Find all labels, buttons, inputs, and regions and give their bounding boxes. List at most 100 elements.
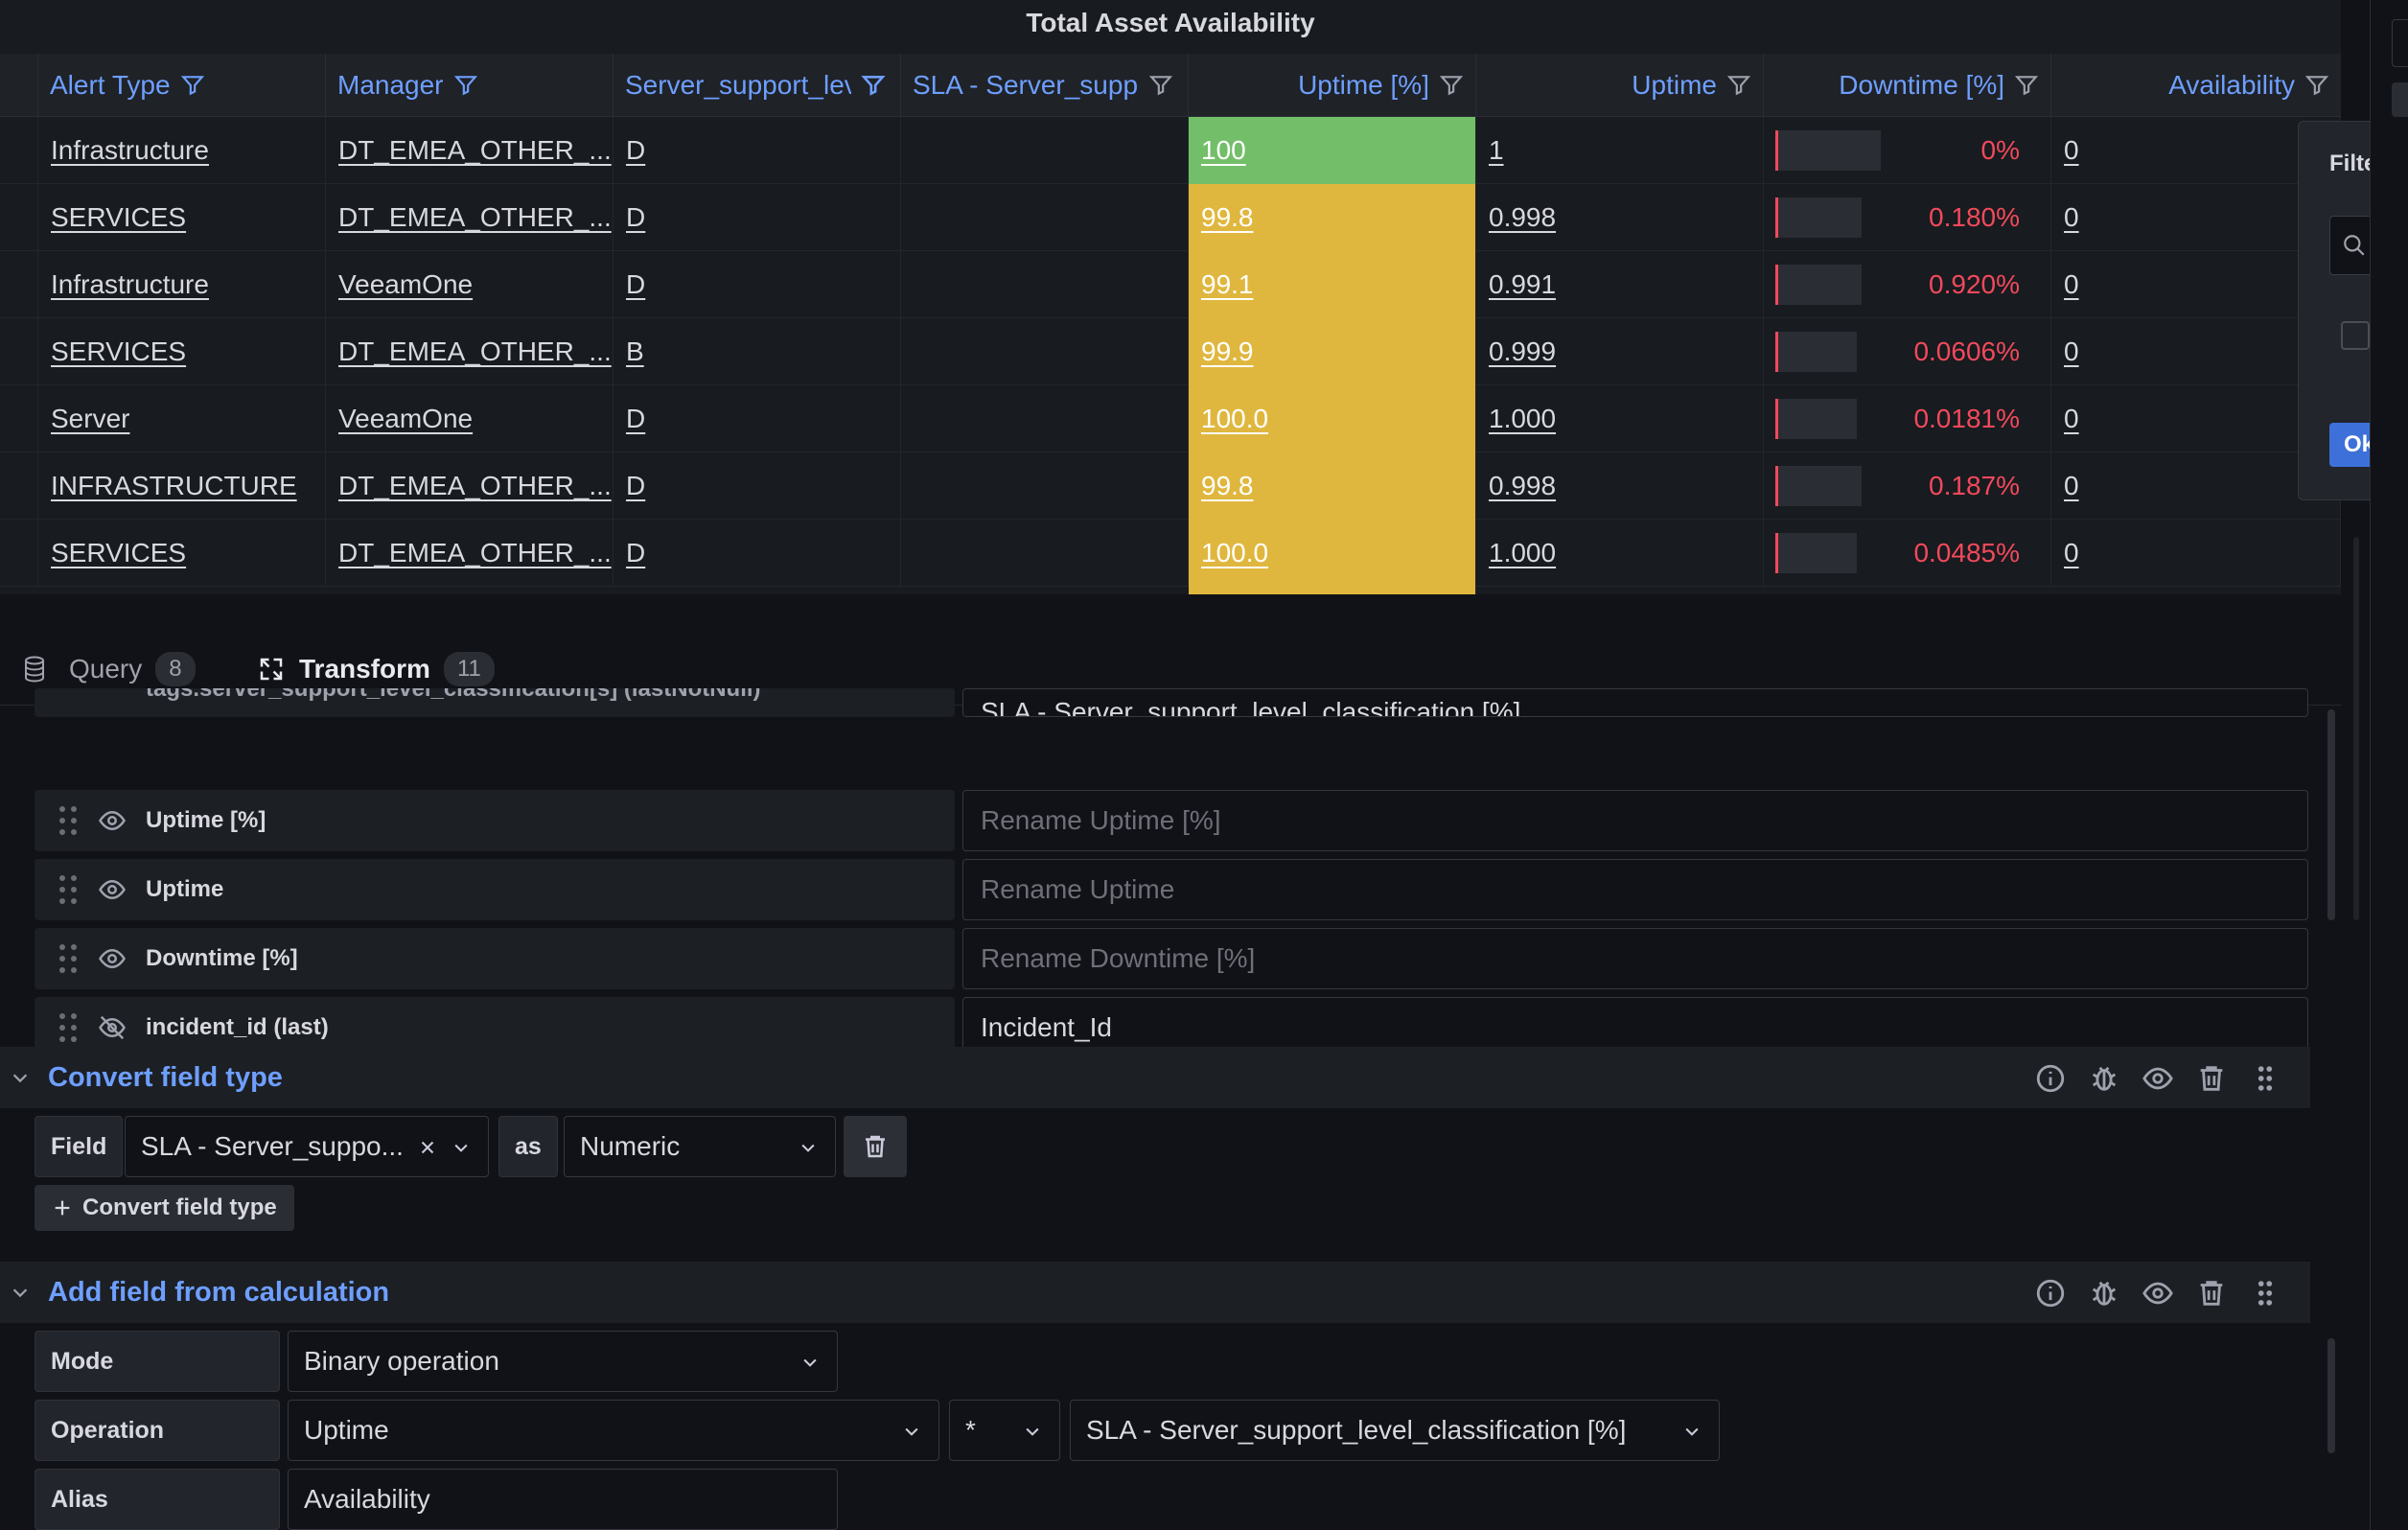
convert-type-select[interactable]: Numeric (564, 1116, 836, 1177)
eye-slash-icon[interactable] (98, 1013, 127, 1042)
cell-uptime[interactable]: 1.000 (1476, 385, 1764, 452)
cell-uptime-pct[interactable]: 99.1 (1189, 251, 1476, 318)
editor-scrollbar[interactable] (2327, 709, 2335, 920)
filter-icon[interactable] (2304, 73, 2329, 98)
vertical-scrollbar[interactable] (2353, 537, 2359, 920)
transform-icon (260, 658, 283, 681)
cell-alert-type[interactable]: Infrastructure (38, 117, 326, 184)
drag-handle-icon[interactable] (59, 875, 77, 904)
chevron-down-icon[interactable] (10, 1282, 31, 1303)
cell-alert-type[interactable]: Server (38, 385, 326, 452)
cell-uptime-pct[interactable]: 99.8 (1189, 184, 1476, 251)
column-header-alert-type[interactable]: Alert Type (38, 54, 326, 117)
editor-scrollbar-thumb[interactable] (2327, 1338, 2335, 1453)
delete-conversion-button[interactable] (844, 1116, 907, 1177)
add-convert-field-type-button[interactable]: Convert field type (35, 1185, 294, 1231)
cell-support-level[interactable]: D (614, 184, 901, 251)
trash-icon[interactable] (2195, 1277, 2228, 1310)
cell-uptime[interactable]: 0.991 (1476, 251, 1764, 318)
clear-icon[interactable] (417, 1137, 438, 1158)
left-operand-select[interactable]: Uptime (288, 1400, 939, 1461)
convert-field-type-header[interactable]: Convert field type (0, 1047, 2310, 1108)
eye-icon[interactable] (98, 806, 127, 835)
column-header-manager[interactable]: Manager (326, 54, 614, 117)
cell-uptime[interactable]: 0.998 (1476, 452, 1764, 520)
column-header-support-level[interactable]: Server_support_level_classification (614, 54, 901, 117)
operator-select[interactable]: * (949, 1400, 1060, 1461)
edge-control[interactable] (2392, 19, 2408, 67)
cell-alert-type[interactable]: SERVICES (38, 318, 326, 385)
filter-icon[interactable] (453, 73, 478, 98)
rename-field-input-partial[interactable]: SLA - Server_support_level_classificatio… (962, 688, 2308, 717)
add-button-label: Convert field type (82, 1194, 277, 1220)
tab-transform[interactable]: Transform 11 (257, 633, 495, 706)
cell-support-level[interactable]: D (614, 385, 901, 452)
trash-icon[interactable] (2195, 1062, 2228, 1095)
drag-handle-icon[interactable] (59, 944, 77, 973)
alias-input[interactable]: Availability (288, 1469, 838, 1530)
drag-handle-icon[interactable] (2249, 1062, 2281, 1095)
cell-uptime[interactable]: 1 (1476, 117, 1764, 184)
cell-manager[interactable]: VeeamOne (326, 385, 614, 452)
column-header-sla[interactable]: SLA - Server_support_level_classificatio… (901, 54, 1189, 117)
cell-uptime-pct[interactable]: 99.9 (1189, 318, 1476, 385)
filter-icon[interactable] (2014, 73, 2039, 98)
cell-uptime-pct[interactable]: 100.0 (1189, 385, 1476, 452)
cell-availability[interactable]: 0 (2051, 520, 2341, 587)
cell-alert-type[interactable]: INFRASTRUCTURE (38, 452, 326, 520)
cell-uptime[interactable]: 0.998 (1476, 184, 1764, 251)
table-row: Infrastructure VeeamOne D 99.1 0.991 0.920% 0 (0, 251, 2341, 318)
column-header-uptime-pct[interactable]: Uptime [%] (1189, 54, 1476, 117)
cell-manager[interactable]: DT_EMEA_OTHER_... (326, 520, 614, 587)
eye-icon[interactable] (98, 875, 127, 904)
cell-alert-type[interactable]: SERVICES (38, 520, 326, 587)
chevron-down-icon[interactable] (10, 1067, 31, 1088)
eye-icon[interactable] (2142, 1062, 2174, 1095)
debug-icon[interactable] (2088, 1062, 2120, 1095)
rename-field-input[interactable]: Rename Downtime [%] (962, 928, 2308, 989)
tab-query[interactable]: Query 8 (23, 633, 196, 706)
cell-manager[interactable]: DT_EMEA_OTHER_... (326, 452, 614, 520)
rename-field-input[interactable]: Rename Uptime [%] (962, 790, 2308, 851)
add-field-from-calculation-header[interactable]: Add field from calculation (0, 1262, 2310, 1323)
filter-option-checkbox[interactable] (2341, 321, 2370, 350)
chevron-down-icon (801, 1144, 815, 1152)
cell-uptime-pct[interactable]: 100.0 (1189, 520, 1476, 587)
cell-manager[interactable]: VeeamOne (326, 251, 614, 318)
cell-alert-type[interactable]: Infrastructure (38, 251, 326, 318)
filter-icon[interactable] (1439, 73, 1464, 98)
cell-support-level[interactable]: D (614, 251, 901, 318)
cell-alert-type[interactable]: SERVICES (38, 184, 326, 251)
drag-handle-icon[interactable] (59, 1013, 77, 1042)
cell-uptime[interactable]: 0.999 (1476, 318, 1764, 385)
cell-support-level[interactable]: B (614, 318, 901, 385)
info-icon[interactable] (2034, 1277, 2067, 1310)
drag-handle-icon[interactable] (2249, 1277, 2281, 1310)
info-icon[interactable] (2034, 1062, 2067, 1095)
right-operand-select[interactable]: SLA - Server_support_level_classificatio… (1070, 1400, 1720, 1461)
drag-handle-icon[interactable] (59, 806, 77, 835)
mode-select[interactable]: Binary operation (288, 1331, 838, 1392)
eye-icon[interactable] (98, 944, 127, 973)
filter-icon[interactable] (1726, 73, 1751, 98)
debug-icon[interactable] (2088, 1277, 2120, 1310)
cell-support-level[interactable]: D (614, 117, 901, 184)
cell-uptime-pct[interactable]: 100 (1189, 117, 1476, 184)
edge-control[interactable] (2392, 82, 2408, 117)
filter-icon[interactable] (1148, 73, 1173, 98)
filter-active-icon[interactable] (861, 73, 886, 98)
eye-icon[interactable] (2142, 1277, 2174, 1310)
column-header-downtime-pct[interactable]: Downtime [%] (1764, 54, 2051, 117)
convert-field-select[interactable]: SLA - Server_suppo... (125, 1116, 489, 1177)
cell-uptime[interactable]: 1.000 (1476, 520, 1764, 587)
cell-manager[interactable]: DT_EMEA_OTHER_... (326, 318, 614, 385)
cell-manager[interactable]: DT_EMEA_OTHER_... (326, 184, 614, 251)
rename-field-input[interactable]: Rename Uptime (962, 859, 2308, 920)
cell-support-level[interactable]: D (614, 520, 901, 587)
cell-manager[interactable]: DT_EMEA_OTHER_... (326, 117, 614, 184)
column-header-availability[interactable]: Availability (2051, 54, 2341, 117)
cell-support-level[interactable]: D (614, 452, 901, 520)
cell-uptime-pct[interactable]: 99.8 (1189, 452, 1476, 520)
filter-icon[interactable] (180, 73, 205, 98)
column-header-uptime[interactable]: Uptime (1476, 54, 1764, 117)
